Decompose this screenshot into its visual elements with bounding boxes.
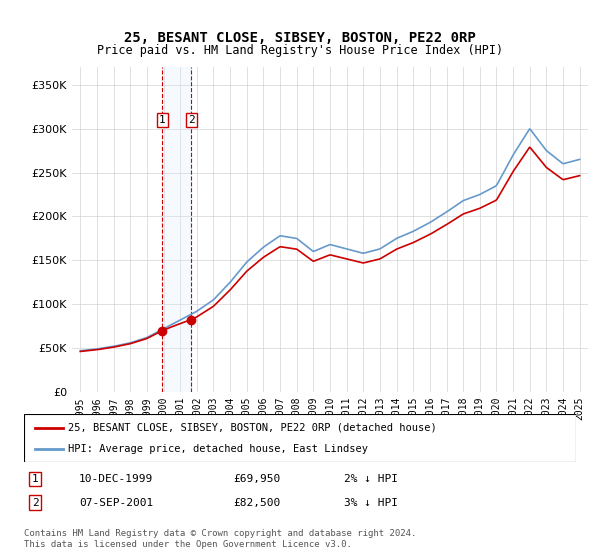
FancyBboxPatch shape [24, 414, 576, 462]
Text: 2% ↓ HPI: 2% ↓ HPI [344, 474, 398, 484]
Text: 25, BESANT CLOSE, SIBSEY, BOSTON, PE22 0RP: 25, BESANT CLOSE, SIBSEY, BOSTON, PE22 0… [124, 31, 476, 45]
Text: Price paid vs. HM Land Registry's House Price Index (HPI): Price paid vs. HM Land Registry's House … [97, 44, 503, 57]
Text: 3% ↓ HPI: 3% ↓ HPI [344, 498, 398, 507]
Text: 10-DEC-1999: 10-DEC-1999 [79, 474, 154, 484]
Text: 25, BESANT CLOSE, SIBSEY, BOSTON, PE22 0RP (detached house): 25, BESANT CLOSE, SIBSEY, BOSTON, PE22 0… [68, 423, 437, 433]
Bar [162, 67, 191, 392]
Text: Contains HM Land Registry data © Crown copyright and database right 2024.
This d: Contains HM Land Registry data © Crown c… [24, 529, 416, 549]
Text: 07-SEP-2001: 07-SEP-2001 [79, 498, 154, 507]
Text: £82,500: £82,500 [234, 498, 281, 507]
Text: 2: 2 [188, 115, 195, 125]
Text: 2: 2 [32, 498, 38, 507]
Text: HPI: Average price, detached house, East Lindsey: HPI: Average price, detached house, East… [68, 444, 368, 454]
Text: £69,950: £69,950 [234, 474, 281, 484]
Text: 1: 1 [32, 474, 38, 484]
Text: 1: 1 [159, 115, 166, 125]
